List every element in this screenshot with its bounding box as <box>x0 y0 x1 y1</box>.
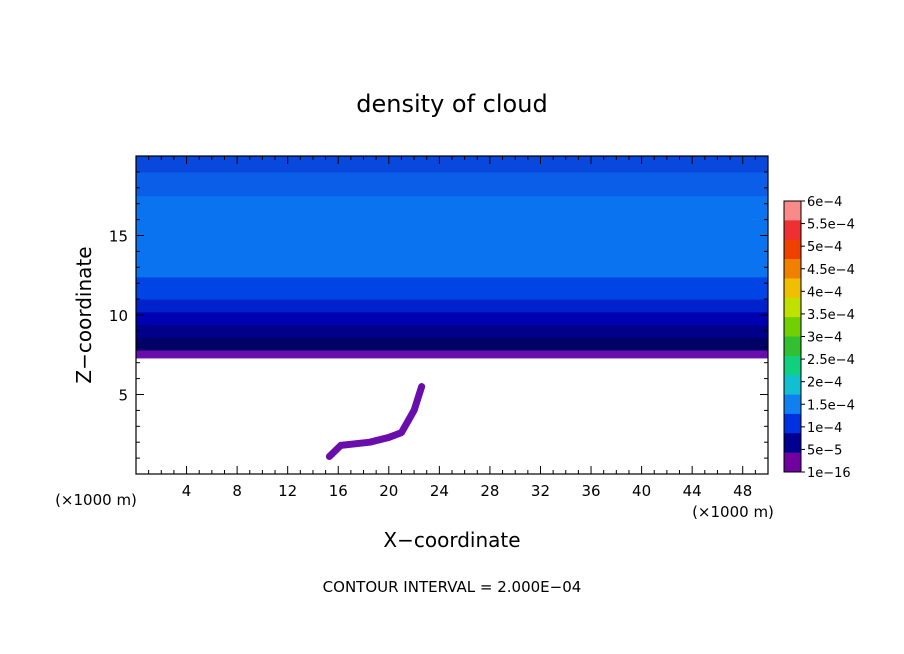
contour-layer-5 <box>136 276 768 300</box>
y-tick-label: 10 <box>109 307 128 325</box>
colorbar-swatch <box>784 413 801 434</box>
colorbar-label: 4e−4 <box>807 285 842 300</box>
y-axis: 5 10 15 <box>109 155 768 475</box>
colorbar-label: 1.5e−4 <box>807 398 855 413</box>
y-axis-label: Z−coordinate <box>72 246 96 383</box>
colorbar-label: 5.5e−4 <box>807 218 855 233</box>
contour-layer-6 <box>136 195 768 278</box>
colorbar-legend: 6e−4 5.5e−4 5e−4 4.5e−4 4e−4 3.5e−4 3e−4 2.5e−4… <box>783 195 855 481</box>
x-tick-label: 40 <box>632 482 651 500</box>
colorbar-label: 2e−4 <box>807 376 842 391</box>
contour-layer-4 <box>136 299 768 313</box>
x-tick-label: 44 <box>683 482 702 500</box>
colorbar-swatch <box>784 278 801 299</box>
x-tick-label: 8 <box>232 482 242 500</box>
contour-layer-8 <box>136 156 768 173</box>
colorbar-label: 5e−4 <box>807 240 842 255</box>
colorbar-swatch <box>784 220 801 241</box>
colorbar-label: 1e−4 <box>807 421 842 436</box>
contour-layer-1 <box>136 337 768 351</box>
x-tick-label: 36 <box>581 482 600 500</box>
colorbar-swatch <box>784 336 801 357</box>
colorbar-swatch <box>784 433 801 453</box>
x-tick-label: 12 <box>278 482 297 500</box>
contour-field <box>136 156 768 461</box>
colorbar-label: 2.5e−4 <box>807 353 855 368</box>
colorbar-swatch <box>784 452 801 473</box>
x-tick-label: 32 <box>531 482 550 500</box>
y-tick-label: 15 <box>109 228 128 246</box>
colorbar-label: 6e−4 <box>807 195 842 210</box>
y-tick-label: 5 <box>118 387 128 405</box>
x-axis: 4 8 12 16 20 24 28 32 36 40 44 48 <box>135 156 769 500</box>
colorbar-swatch <box>784 394 801 415</box>
colorbar-label: 5e−5 <box>807 443 842 458</box>
cloud-streak <box>325 383 426 461</box>
x-tick-label: 24 <box>430 482 449 500</box>
contour-layer-7 <box>136 171 768 197</box>
colorbar-swatch <box>784 355 801 376</box>
contour-interval-note: CONTOUR INTERVAL = 2.000E−04 <box>323 578 582 596</box>
x-unit-left: (×1000 m) <box>55 491 137 509</box>
contour-layer-3 <box>136 311 768 326</box>
x-unit-right: (×1000 m) <box>692 503 774 521</box>
colorbar-swatch <box>784 259 801 279</box>
colorbar-swatch <box>784 201 801 221</box>
x-tick-label: 4 <box>182 482 192 500</box>
chart-title: density of cloud <box>356 90 547 118</box>
x-tick-label: 28 <box>480 482 499 500</box>
colorbar-label: 3.5e−4 <box>807 308 855 323</box>
colorbar-label: 1e−16 <box>807 466 851 481</box>
colorbar-swatch <box>784 297 801 318</box>
colorbar-label: 3e−4 <box>807 331 842 346</box>
colorbar-swatch <box>784 239 801 260</box>
contour-layer-2 <box>136 324 768 338</box>
x-tick-label: 20 <box>379 482 398 500</box>
contour-layer-0 <box>136 349 768 359</box>
colorbar-swatch <box>784 375 801 395</box>
x-axis-label: X−coordinate <box>383 528 520 552</box>
x-tick-label: 48 <box>733 482 752 500</box>
colorbar-label: 4.5e−4 <box>807 263 855 278</box>
colorbar-swatch <box>784 317 801 337</box>
x-tick-label: 16 <box>329 482 348 500</box>
